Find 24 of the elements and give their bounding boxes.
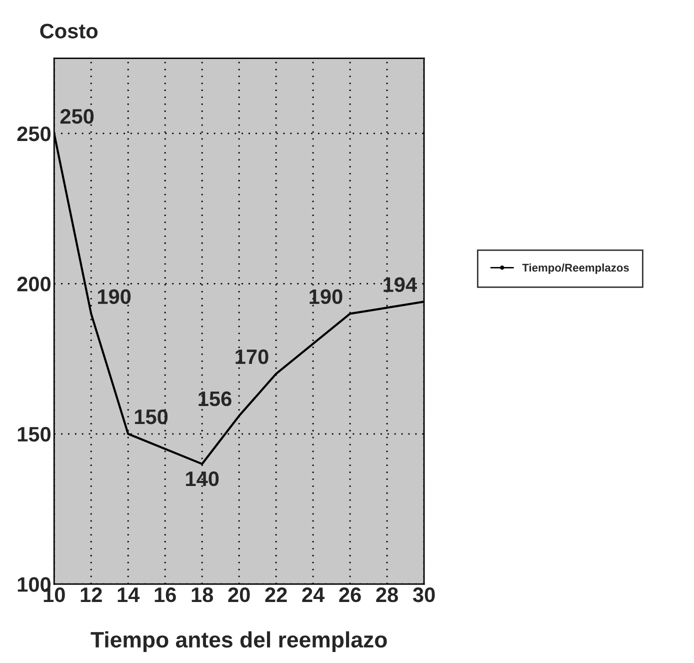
x-tick-label: 20 (228, 587, 250, 602)
y-tick-label: 200 (17, 276, 51, 292)
y-tick-label: 150 (18, 426, 51, 442)
x-tick-label: 24 (302, 587, 325, 602)
x-tick-label: 28 (376, 587, 398, 602)
data-label: 190 (310, 289, 342, 304)
data-label: 170 (236, 349, 268, 364)
y-axis-title: Costo (40, 24, 98, 38)
x-tick-label: 14 (118, 588, 140, 602)
data-label: 250 (60, 109, 94, 124)
x-tick-label: 16 (154, 587, 176, 602)
data-label: 190 (98, 289, 131, 304)
data-label: 194 (384, 277, 417, 292)
x-tick-label: 18 (192, 587, 214, 602)
x-tick-label: 26 (339, 587, 361, 602)
data-label: 140 (186, 471, 219, 486)
legend-label: Tiempo/Reemplazos (522, 263, 629, 274)
x-tick-label: 22 (265, 587, 287, 602)
x-tick-label: 30 (412, 587, 435, 602)
data-label: 156 (198, 391, 232, 406)
y-tick-label: 250 (17, 126, 51, 142)
x-axis-title: Tiempo antes del reemplazo (90, 631, 387, 652)
x-tick-label: 12 (80, 587, 102, 602)
data-label: 150 (134, 409, 168, 424)
